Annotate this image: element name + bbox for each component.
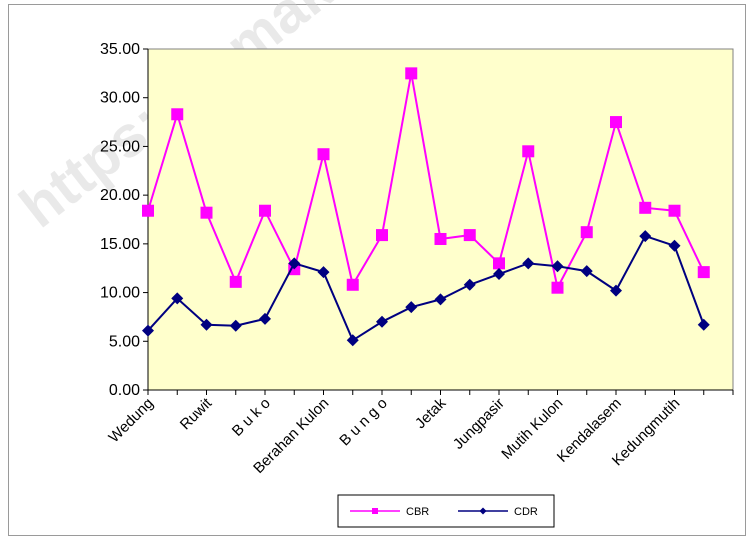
y-tick-label: 15.00 <box>100 236 140 253</box>
data-point <box>434 232 447 245</box>
data-point <box>610 116 622 129</box>
data-point <box>142 204 154 217</box>
data-point <box>463 229 476 242</box>
x-category-label: B u n g o <box>336 395 390 449</box>
legend: CBR CDR <box>337 494 555 528</box>
legend-marker <box>372 508 378 514</box>
y-tick-label: 5.00 <box>109 333 140 350</box>
series-cdr <box>142 230 710 347</box>
x-category-label: Jetak <box>412 394 450 432</box>
data-point <box>668 239 681 252</box>
y-tick-label: 25.00 <box>100 138 140 155</box>
data-point <box>229 319 242 332</box>
series-layer <box>142 67 710 347</box>
data-point <box>171 108 184 121</box>
x-category-label: Wedung <box>105 395 156 446</box>
y-tick-label: 30.00 <box>100 90 140 107</box>
data-point <box>434 293 447 306</box>
data-point <box>259 204 271 217</box>
data-point <box>200 206 213 219</box>
data-point <box>697 318 710 331</box>
data-point <box>493 268 505 281</box>
legend-marker <box>479 507 487 515</box>
data-point <box>551 281 564 294</box>
data-point <box>522 257 535 270</box>
data-point <box>229 275 242 288</box>
data-point <box>610 284 622 297</box>
y-tick-label: 20.00 <box>100 187 140 204</box>
data-point <box>288 257 301 270</box>
y-tick-label: 0.00 <box>109 382 140 399</box>
data-point <box>493 257 505 270</box>
data-point <box>317 266 330 279</box>
data-point <box>317 148 330 161</box>
data-point <box>346 334 359 347</box>
x-category-label: Ruwit <box>177 394 216 433</box>
x-category-label: Jungpasir <box>450 395 508 453</box>
plot-area <box>147 48 734 391</box>
data-point <box>697 266 710 279</box>
data-point <box>639 201 652 214</box>
data-point <box>142 324 154 337</box>
y-axis-ticks: 0.00 5.00 10.00 15.00 20.00 25.00 30.00 35.00 <box>100 41 148 399</box>
data-point <box>580 265 593 278</box>
legend-label: CBR <box>406 506 429 518</box>
series-cbr <box>142 67 710 294</box>
data-point <box>580 226 593 239</box>
y-tick-label: 10.00 <box>100 285 140 302</box>
data-point <box>376 229 388 242</box>
data-point <box>463 278 476 291</box>
data-point <box>405 67 418 80</box>
data-point <box>376 315 388 328</box>
data-point <box>171 292 184 305</box>
series-line <box>147 73 705 291</box>
data-point <box>405 301 418 314</box>
data-point <box>522 145 535 158</box>
data-point <box>668 204 681 217</box>
data-point <box>259 312 271 325</box>
y-tick-label: 35.00 <box>100 41 140 58</box>
x-category-label: B u k o <box>229 395 274 440</box>
data-point <box>551 260 564 273</box>
series-line <box>147 234 705 342</box>
legend-label: CDR <box>514 506 538 518</box>
data-point <box>346 278 359 291</box>
data-point <box>200 318 213 331</box>
data-point <box>639 230 652 243</box>
